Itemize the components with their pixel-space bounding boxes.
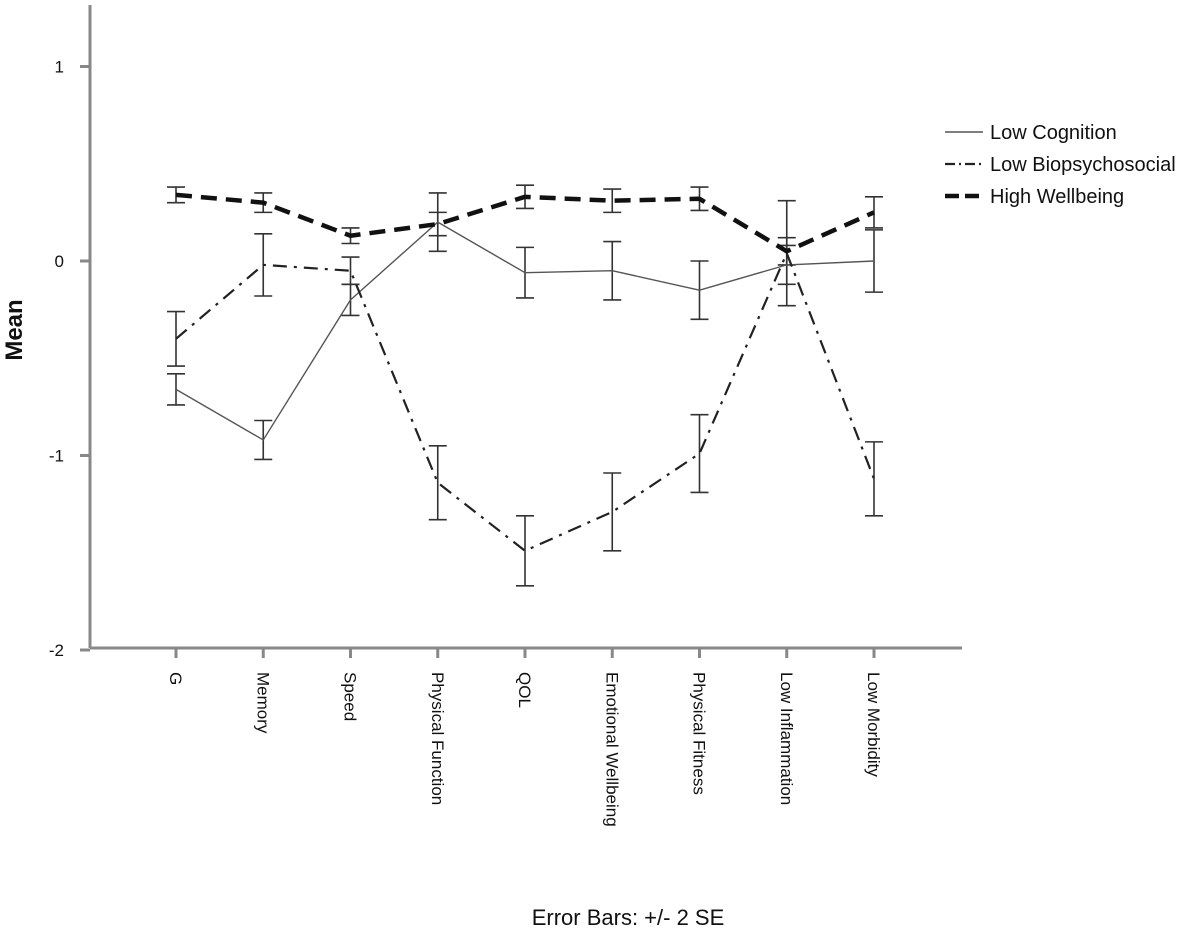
legend-label: Low Cognition: [990, 122, 1117, 144]
x-tick-label: QOL: [515, 672, 534, 708]
x-tick-label: Physical Fitness: [690, 672, 709, 795]
series-line: [175, 192, 875, 254]
legend-label: Low Biopsychosocial: [990, 154, 1176, 176]
y-tick-labels: 1 0 -1 -2: [49, 58, 64, 661]
x-tick-label: Emotional Wellbeing: [602, 672, 621, 827]
error-bars-footnote: Error Bars: +/- 2 SE: [532, 905, 725, 930]
y-axis-title: Mean: [1, 299, 28, 360]
y-tick-label: -2: [49, 641, 64, 660]
x-tick-label: Low Inflammation: [777, 672, 796, 805]
y-tick-label: -1: [49, 447, 64, 466]
x-tick-labels: G Memory Speed Physical Function QOL Emotiona…: [166, 672, 883, 827]
legend: Low Cognition Low Biopsychosocial High Wel…: [945, 122, 1176, 208]
x-tick-label: Low Morbidity: [864, 672, 883, 777]
x-tick-label: G: [166, 672, 185, 685]
y-tick-label: 1: [55, 58, 64, 77]
x-tick-label: Physical Function: [428, 672, 447, 805]
axis-ticks: [80, 65, 876, 658]
x-tick-label: Speed: [341, 672, 360, 721]
series-lines: [175, 192, 876, 552]
series-line: [175, 221, 875, 441]
legend-label: High Wellbeing: [990, 186, 1124, 208]
x-tick-label: Memory: [253, 672, 272, 734]
y-tick-label: 0: [55, 252, 64, 271]
error-bars: [167, 184, 883, 587]
